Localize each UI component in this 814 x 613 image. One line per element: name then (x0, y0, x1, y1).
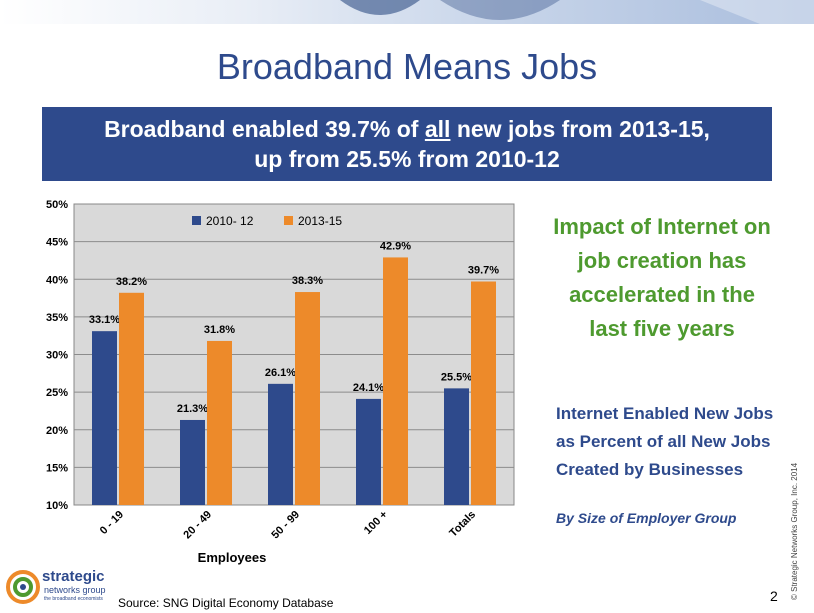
logo-name: strategic (42, 568, 105, 585)
copyright-notice: © Strategic Networks Group, Inc. 2014 (790, 462, 799, 600)
logo-tagline: the broadband economists (44, 596, 103, 602)
banner-decoration (340, 0, 814, 24)
legend-swatch-2010-12 (192, 216, 201, 225)
bar-2010-12 (444, 388, 469, 505)
headline-emphasis: all (424, 116, 451, 142)
data-label: 38.3% (292, 275, 323, 287)
legend-label: 2013-15 (298, 214, 342, 228)
data-label: 38.2% (116, 276, 147, 288)
y-tick-label: 40% (46, 274, 68, 286)
chart-description: Internet Enabled New Jobs as Percent of … (556, 404, 774, 479)
chart-description-sub: By Size of Employer Group (556, 510, 737, 526)
legend-swatch-2013-15 (284, 216, 293, 225)
x-axis-title: Employees (198, 550, 267, 565)
company-logo: strategic networks group the broadband e… (6, 568, 116, 608)
data-label: 42.9% (380, 240, 411, 252)
headline-text-b: new jobs from 2013-15, (450, 116, 710, 142)
y-tick-label: 20% (46, 425, 68, 437)
y-tick-label: 50% (46, 199, 68, 211)
legend-label: 2010- 12 (206, 214, 254, 228)
data-label: 24.1% (353, 382, 384, 394)
y-tick-label: 25% (46, 387, 68, 399)
y-tick-label: 10% (46, 500, 68, 512)
headline-text-a: Broadband enabled 39.7% of (104, 116, 425, 142)
x-tick-label: 50 - 99 (269, 509, 302, 542)
headline-line-1: Broadband enabled 39.7% of all new jobs … (42, 114, 772, 144)
impact-statement: Impact of Internet on job creation has a… (553, 214, 771, 341)
y-tick-label: 30% (46, 350, 68, 362)
y-tick-label: 35% (46, 312, 68, 324)
y-tick-label: 15% (46, 462, 68, 474)
bar-chart-svg: 10% 15% 20% 25% 30% 35% 40% 45% 50% 33.1% 38.2% 0 -… (46, 199, 515, 565)
bar-2013-15 (207, 340, 232, 505)
bar-2010-12 (268, 383, 293, 505)
bar-2010-12 (92, 331, 117, 505)
bar-2013-15 (295, 292, 320, 505)
bar-2010-12 (356, 398, 381, 505)
data-label: 21.3% (177, 403, 208, 415)
y-tick-label: 45% (46, 237, 68, 249)
bar-2010-12 (180, 419, 205, 505)
data-label: 39.7% (468, 265, 499, 277)
top-banner (0, 0, 814, 24)
bar-2013-15 (471, 281, 496, 505)
bar-2013-15 (119, 292, 144, 505)
logo-icon (6, 570, 40, 604)
page-title: Broadband Means Jobs (216, 46, 598, 87)
x-tick-label: 0 - 19 (98, 509, 126, 537)
x-tick-label: Totals (447, 509, 478, 540)
bar-chart: 10% 15% 20% 25% 30% 35% 40% 45% 50% 33.1% 38.2% 0 -… (0, 190, 530, 580)
headline-line-2: up from 25.5% from 2010-12 (254, 146, 560, 172)
page-number: 2 (770, 588, 778, 604)
data-label: 33.1% (89, 314, 120, 326)
data-label: 31.8% (204, 324, 235, 336)
x-tick-label: 20 - 49 (181, 509, 214, 542)
headline-banner: Broadband enabled 39.7% of all new jobs … (42, 107, 772, 181)
bar-2013-15 (383, 257, 408, 505)
x-tick-label: 100 + (362, 509, 390, 537)
data-label: 26.1% (265, 367, 296, 379)
data-label: 25.5% (441, 371, 472, 383)
source-note: Source: SNG Digital Economy Database (118, 596, 334, 610)
logo-name-2: networks group (44, 585, 106, 595)
